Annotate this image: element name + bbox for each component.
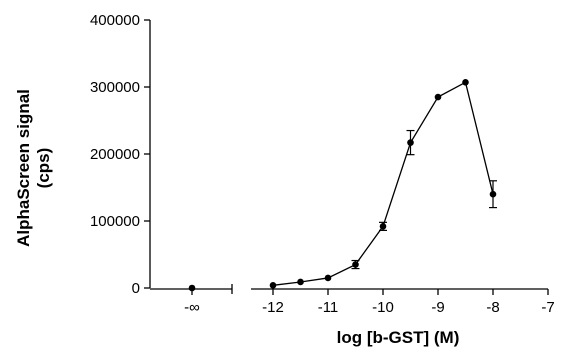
data-marks	[188, 79, 497, 292]
data-point	[269, 282, 277, 289]
y-tick-label: 0	[132, 280, 140, 297]
data-point	[379, 223, 387, 230]
y-axis-title-line2: (cps)	[34, 148, 53, 189]
y-tick-label: 100000	[90, 213, 140, 230]
y-tick-label: 300000	[90, 79, 140, 96]
data-point	[462, 79, 469, 86]
data-point	[434, 93, 442, 101]
x-tick-label: -8	[486, 299, 499, 316]
data-point	[407, 139, 414, 146]
data-point	[489, 190, 497, 198]
y-axis-title: AlphaScreen signal (cps)	[14, 89, 53, 247]
x-tick-label: -10	[372, 299, 394, 316]
x-tick-label: -7	[541, 299, 554, 316]
x-tick-label: -12	[262, 299, 284, 316]
x-tick-label: -9	[431, 299, 444, 316]
data-point	[297, 278, 304, 286]
y-tick-label: 400000	[90, 12, 140, 29]
series-line	[272, 81, 494, 286]
y-tick-label: 200000	[90, 146, 140, 163]
data-point	[188, 284, 196, 292]
data-point	[324, 274, 332, 282]
x-tick-label: -∞	[184, 299, 200, 316]
data-point	[352, 261, 359, 268]
y-axis-title-line1: AlphaScreen signal	[14, 89, 33, 247]
x-tick-label: -11	[318, 299, 339, 316]
x-axis-title: log [b-GST] (M)	[337, 328, 460, 347]
